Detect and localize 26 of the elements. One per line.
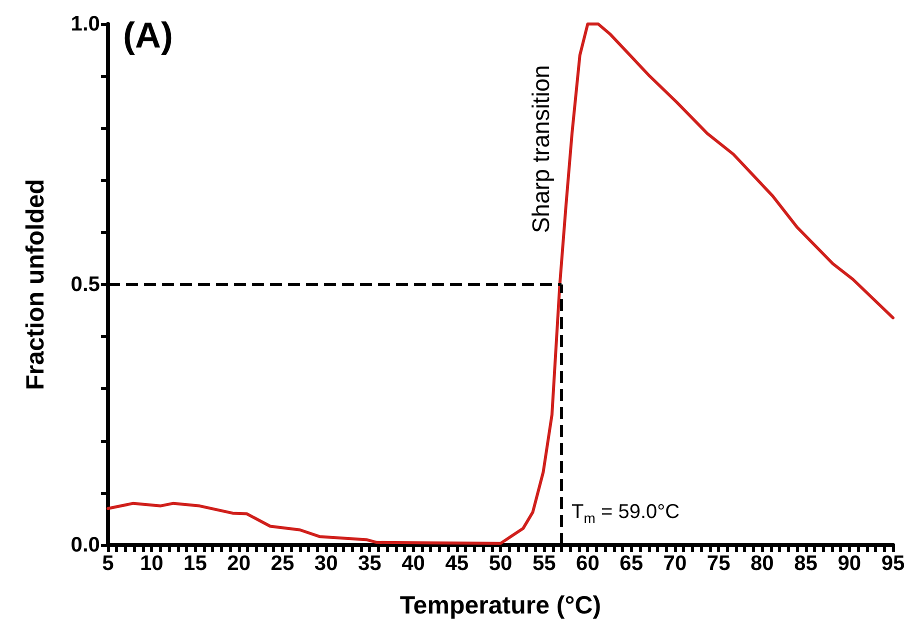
x-tick-label: 50 [488,552,512,575]
x-tick-label: 95 [881,552,905,575]
x-tick-label: 10 [140,552,164,575]
x-tick-label: 40 [402,552,425,575]
y-tick-label: 0.0 [70,534,100,556]
x-axis-title: Temperature (°C) [400,592,602,620]
y-axis-title: Fraction unfolded [22,178,50,390]
x-tick-label: 80 [750,552,774,575]
x-tick-label: 90 [838,552,862,575]
x-tick-label: 30 [314,552,338,575]
x-tick-label: 55 [532,552,556,575]
x-tick-label: 85 [794,552,818,575]
annotation: Sharp transition [528,64,556,234]
x-tick-label: 70 [663,552,687,575]
y-tick-label: 1.0 [70,12,100,36]
x-tick-label: 35 [358,552,382,575]
x-tick-label: 60 [576,552,600,575]
x-tick-label: 25 [270,552,294,575]
x-tick-label: 5 [102,552,114,575]
chart-title: (A) [123,14,173,56]
x-tick-label: 65 [620,552,644,575]
x-tick-label: 75 [706,552,731,575]
y-tick-label: 0.5 [70,273,100,296]
x-tick-label: 20 [227,552,251,575]
x-tick-label: 45 [445,552,469,575]
x-tick-label: 15 [184,552,208,575]
